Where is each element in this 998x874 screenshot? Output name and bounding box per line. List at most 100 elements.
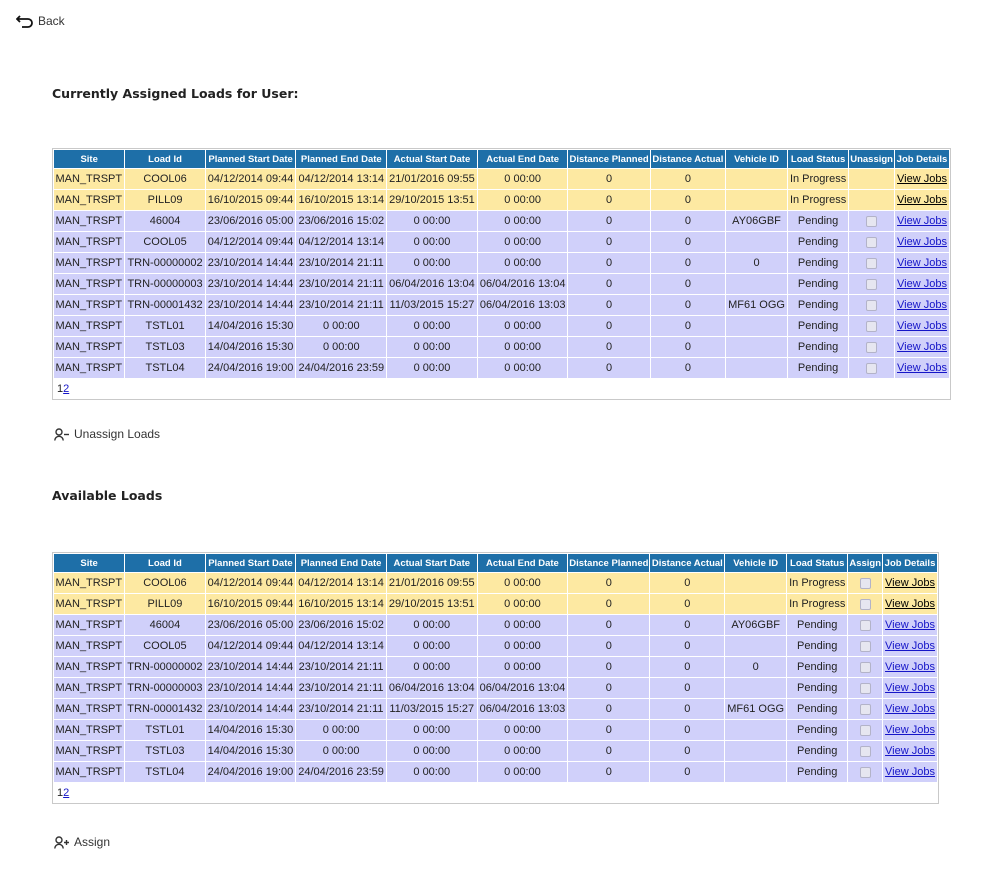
assign-checkbox[interactable] <box>859 619 871 631</box>
assign-checkbox[interactable] <box>859 598 871 610</box>
view-jobs-link[interactable]: View Jobs <box>897 278 947 290</box>
column-header-actual-end-date: Actual End Date <box>476 149 569 169</box>
cell-actual-start-date: 0 00:00 <box>386 719 478 741</box>
cell-job-details: View Jobs <box>882 761 938 783</box>
cell-distance-planned: 0 <box>567 315 651 337</box>
cell-site: MAN_TRSPT <box>53 210 126 232</box>
cell-assign <box>847 719 884 741</box>
cell-assign <box>847 656 884 678</box>
cell-distance-actual: 0 <box>650 168 727 190</box>
cell-load-id: COOL05 <box>124 635 206 657</box>
cell-site: MAN_TRSPT <box>53 336 126 358</box>
unassign-checkbox[interactable] <box>866 299 878 311</box>
view-jobs-link[interactable]: View Jobs <box>885 640 935 652</box>
view-jobs-link[interactable]: View Jobs <box>897 341 947 353</box>
cell-unassign <box>848 273 896 295</box>
view-jobs-link[interactable]: View Jobs <box>885 724 935 736</box>
unassign-checkbox[interactable] <box>866 278 878 290</box>
cell-vehicle-id <box>724 740 788 762</box>
cell-planned-start-date: 14/04/2016 15:30 <box>205 719 297 741</box>
cell-planned-start-date: 23/06/2016 05:00 <box>205 614 297 636</box>
table-row: MAN_TRSPT COOL06 04/12/2014 09:44 04/12/201… <box>53 168 950 190</box>
cell-actual-start-date: 29/10/2015 13:51 <box>386 593 478 615</box>
table-row: MAN_TRSPT TRN-00001432 23/10/2014 14:44 23/… <box>53 294 950 316</box>
unassign-checkbox[interactable] <box>866 362 878 374</box>
cell-unassign <box>848 315 896 337</box>
table-row: MAN_TRSPT 46004 23/06/2016 05:00 23/06/2016… <box>53 614 938 636</box>
view-jobs-link[interactable]: View Jobs <box>885 619 935 631</box>
cell-planned-start-date: 04/12/2014 09:44 <box>205 635 297 657</box>
view-jobs-link[interactable]: View Jobs <box>885 703 935 715</box>
view-jobs-link[interactable]: View Jobs <box>885 577 935 589</box>
view-jobs-link[interactable]: View Jobs <box>897 215 947 227</box>
view-jobs-link[interactable]: View Jobs <box>897 362 947 374</box>
cell-actual-start-date: 0 00:00 <box>386 315 478 337</box>
assign-button[interactable]: Assign <box>54 835 110 849</box>
cell-distance-actual: 0 <box>650 357 727 379</box>
cell-actual-start-date: 0 00:00 <box>386 210 478 232</box>
cell-actual-start-date: 29/10/2015 13:51 <box>386 189 478 211</box>
cell-planned-start-date: 23/10/2014 14:44 <box>205 273 297 295</box>
cell-vehicle-id: AY06GBF <box>724 614 788 636</box>
cell-distance-planned: 0 <box>567 656 651 678</box>
cell-actual-end-date: 0 00:00 <box>477 635 569 657</box>
assign-checkbox[interactable] <box>859 703 871 715</box>
cell-job-details: View Jobs <box>882 572 938 594</box>
view-jobs-link[interactable]: View Jobs <box>885 766 935 778</box>
cell-vehicle-id <box>725 315 788 337</box>
view-jobs-link[interactable]: View Jobs <box>885 598 935 610</box>
assigned-loads-grid: Site Load Id Planned Start Date Planned End… <box>52 148 951 400</box>
cell-unassign <box>848 231 896 253</box>
cell-site: MAN_TRSPT <box>53 572 126 594</box>
back-button[interactable]: Back <box>16 14 65 28</box>
cell-actual-end-date: 0 00:00 <box>477 231 569 253</box>
assign-checkbox[interactable] <box>859 682 871 694</box>
view-jobs-link[interactable]: View Jobs <box>885 661 935 673</box>
assign-checkbox[interactable] <box>859 766 871 778</box>
unassign-loads-button[interactable]: Unassign Loads <box>54 427 160 441</box>
pager-page-2-link[interactable]: 2 <box>63 383 70 395</box>
cell-actual-start-date: 06/04/2016 13:04 <box>386 273 478 295</box>
available-loads-title: Available Loads <box>52 488 163 503</box>
cell-planned-start-date: 23/10/2014 14:44 <box>205 677 297 699</box>
cell-job-details: View Jobs <box>894 168 950 190</box>
cell-distance-planned: 0 <box>567 740 651 762</box>
cell-load-status: Pending <box>787 315 850 337</box>
view-jobs-link[interactable]: View Jobs <box>897 257 947 269</box>
cell-load-id: TRN-00000002 <box>124 656 206 678</box>
cell-actual-end-date: 0 00:00 <box>477 168 569 190</box>
cell-actual-end-date: 0 00:00 <box>477 357 569 379</box>
unassign-checkbox[interactable] <box>866 215 878 227</box>
cell-planned-end-date: 23/10/2014 21:11 <box>295 677 387 699</box>
cell-site: MAN_TRSPT <box>53 168 126 190</box>
cell-load-status: Pending <box>786 635 849 657</box>
cell-assign <box>847 572 884 594</box>
cell-planned-end-date: 23/10/2014 21:11 <box>295 656 387 678</box>
assign-checkbox[interactable] <box>859 745 871 757</box>
pager-page-2-link[interactable]: 2 <box>63 787 70 799</box>
unassign-checkbox[interactable] <box>866 236 878 248</box>
view-jobs-link[interactable]: View Jobs <box>885 745 935 757</box>
cell-distance-planned: 0 <box>567 336 651 358</box>
view-jobs-link[interactable]: View Jobs <box>897 299 947 311</box>
unassign-checkbox[interactable] <box>866 320 878 332</box>
cell-actual-end-date: 0 00:00 <box>477 315 569 337</box>
user-minus-icon <box>54 427 69 441</box>
assign-checkbox[interactable] <box>859 640 871 652</box>
cell-distance-planned: 0 <box>567 719 651 741</box>
unassign-checkbox[interactable] <box>866 341 878 353</box>
assign-checkbox[interactable] <box>859 661 871 673</box>
cell-site: MAN_TRSPT <box>53 740 126 762</box>
cell-vehicle-id <box>725 168 788 190</box>
cell-distance-actual: 0 <box>649 698 726 720</box>
table-header-row: Site Load Id Planned Start Date Planned End… <box>52 149 950 169</box>
assign-checkbox[interactable] <box>859 577 871 589</box>
view-jobs-link[interactable]: View Jobs <box>897 320 947 332</box>
view-jobs-link[interactable]: View Jobs <box>897 173 947 185</box>
cell-unassign <box>848 357 896 379</box>
view-jobs-link[interactable]: View Jobs <box>885 682 935 694</box>
view-jobs-link[interactable]: View Jobs <box>897 236 947 248</box>
unassign-checkbox[interactable] <box>866 257 878 269</box>
assign-checkbox[interactable] <box>859 724 871 736</box>
view-jobs-link[interactable]: View Jobs <box>897 194 947 206</box>
